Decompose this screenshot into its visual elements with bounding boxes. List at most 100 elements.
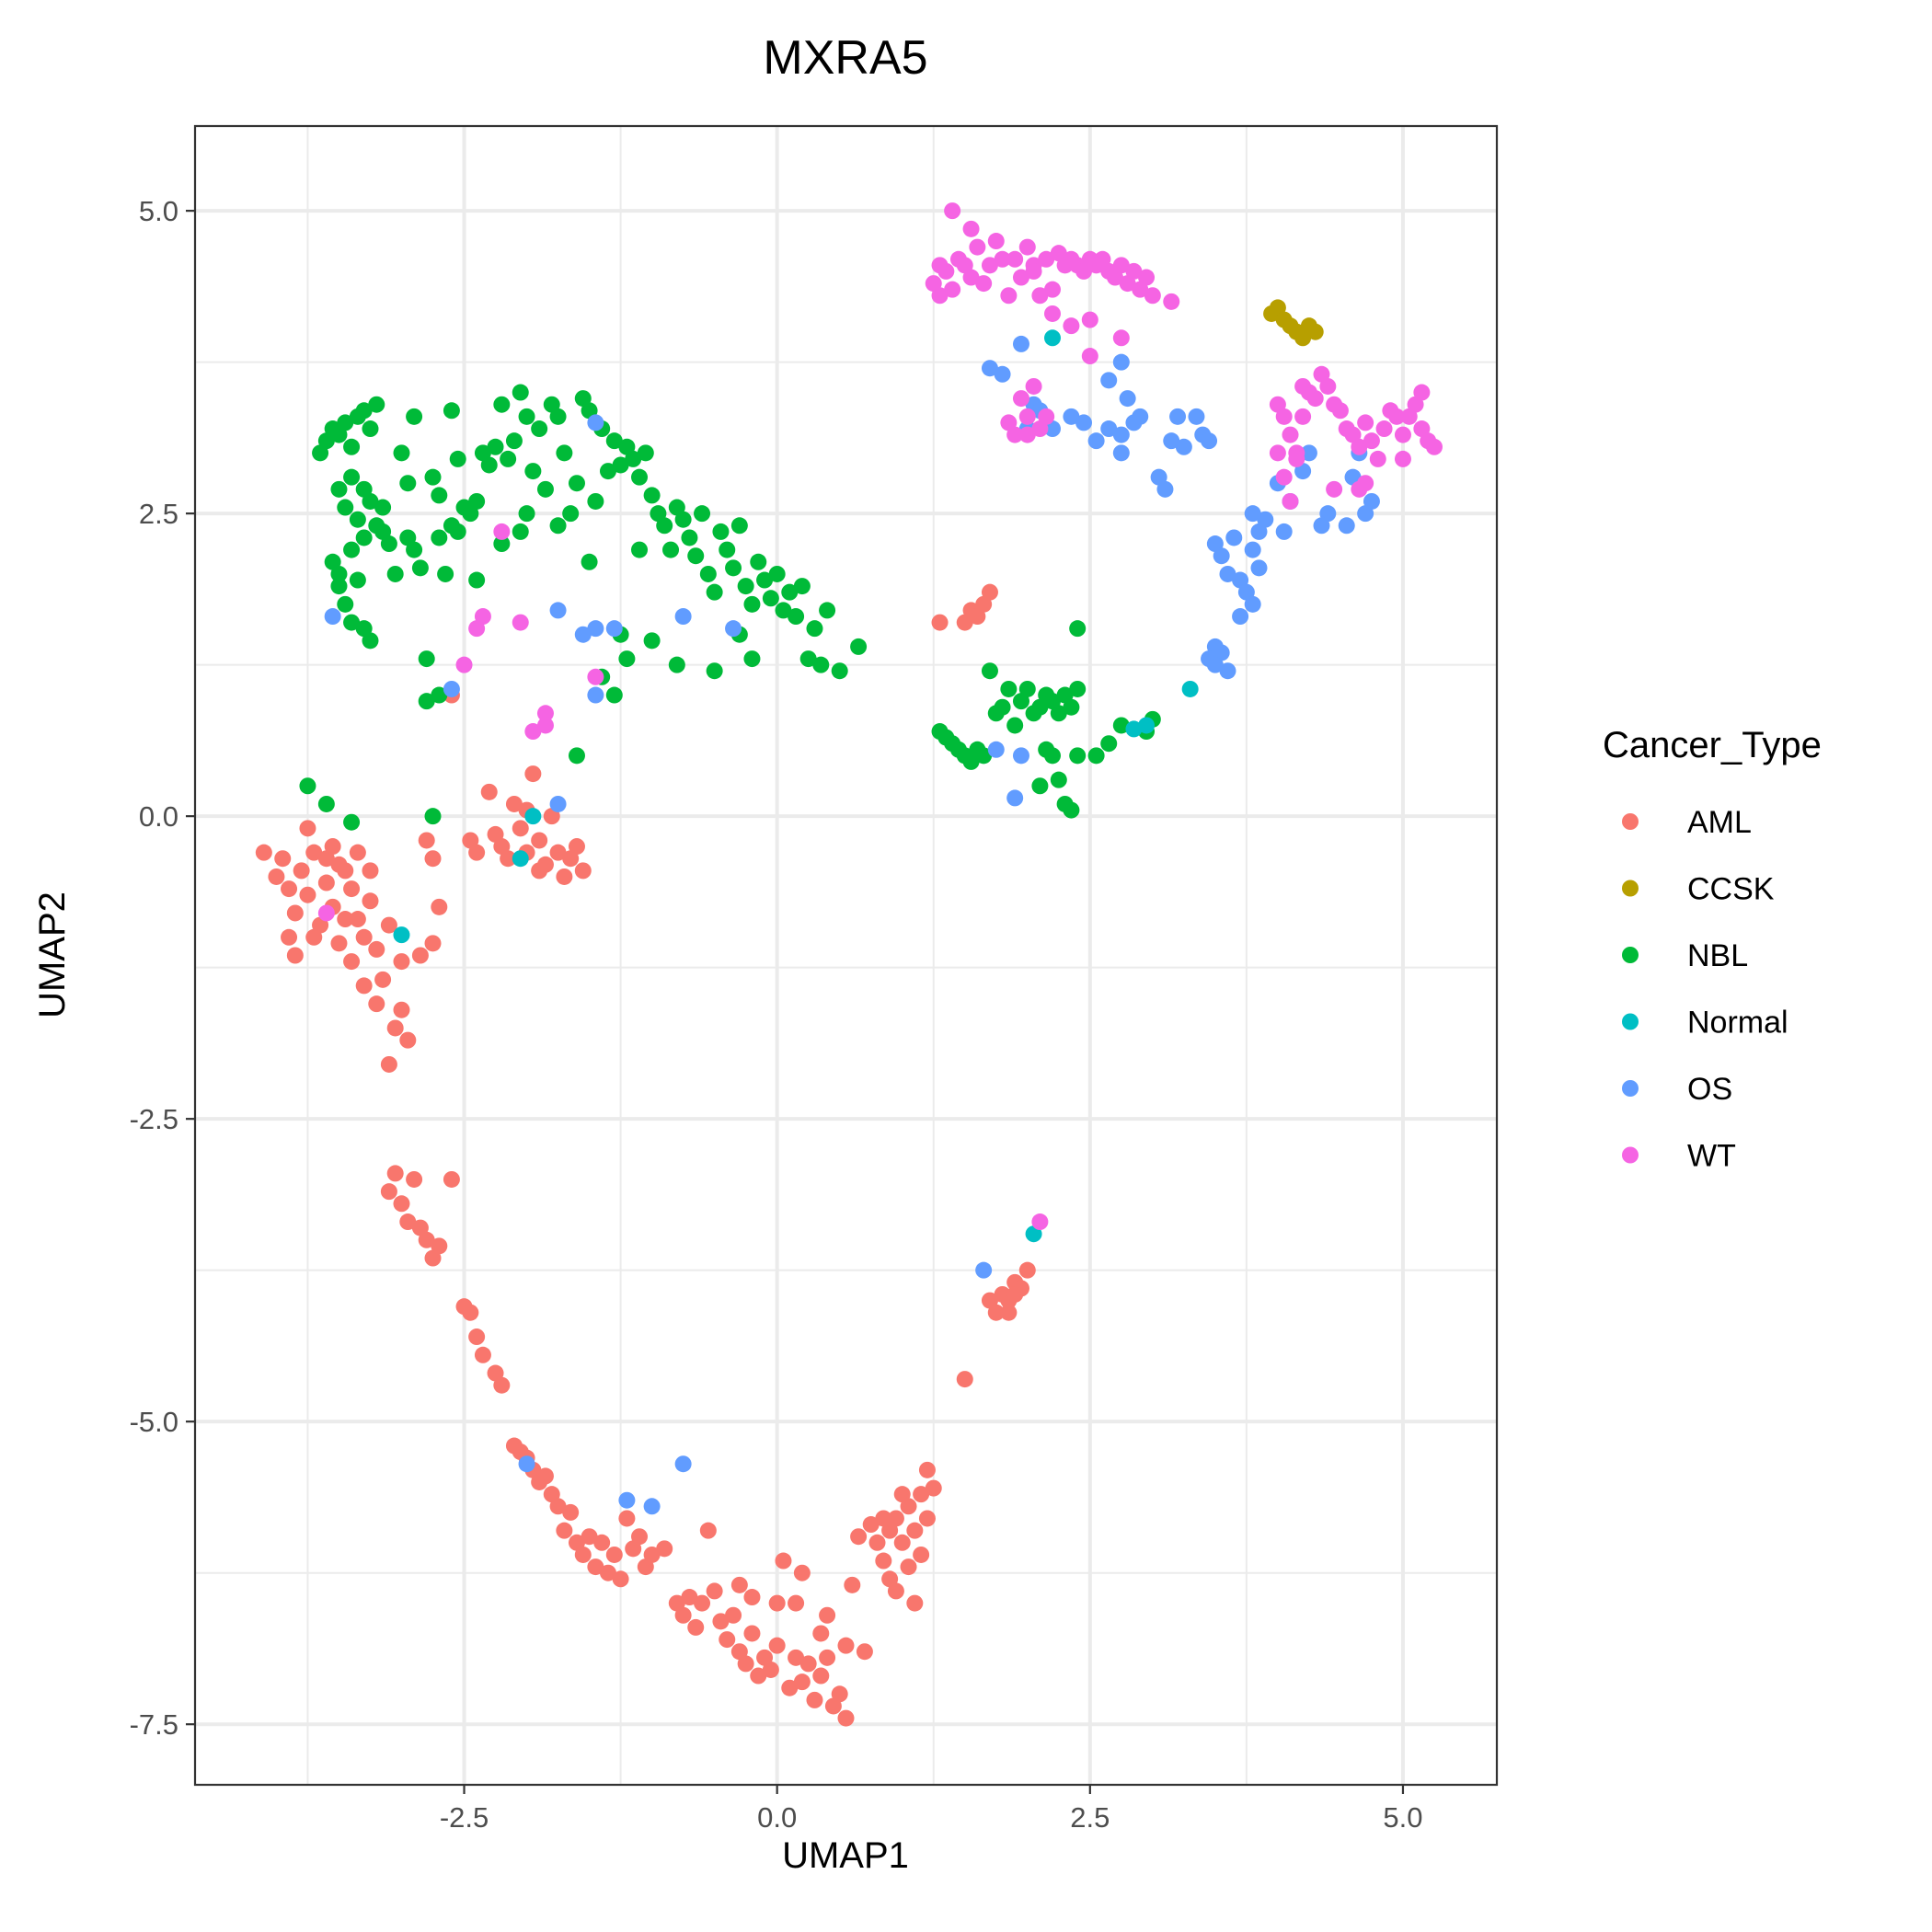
- point-nbl: [1000, 680, 1018, 697]
- point-os: [1087, 432, 1105, 450]
- point-nbl: [386, 565, 404, 582]
- point-wt: [1388, 408, 1406, 425]
- point-nbl: [343, 541, 361, 558]
- point-wt: [1000, 287, 1018, 305]
- point-nbl: [518, 505, 535, 523]
- point-nbl: [643, 632, 661, 650]
- point-aml: [549, 1498, 567, 1515]
- point-aml: [380, 916, 397, 934]
- point-nbl: [362, 632, 379, 650]
- point-wt: [1326, 480, 1343, 498]
- point-nbl: [362, 420, 379, 438]
- point-wt: [524, 723, 542, 741]
- point-aml: [875, 1510, 892, 1527]
- point-aml: [819, 1606, 836, 1624]
- point-os: [324, 608, 341, 626]
- point-nbl: [524, 463, 542, 480]
- point-os: [1100, 420, 1118, 438]
- point-nbl: [756, 571, 774, 589]
- point-aml: [556, 868, 573, 885]
- point-nbl: [699, 565, 717, 582]
- point-aml: [674, 1606, 692, 1624]
- point-os: [1188, 408, 1205, 425]
- point-nbl: [330, 565, 348, 582]
- point-nbl: [380, 535, 397, 553]
- point-os: [587, 686, 604, 704]
- point-os: [987, 741, 1005, 758]
- point-nbl: [743, 650, 761, 668]
- point-nbl: [599, 463, 616, 480]
- point-nbl: [549, 517, 567, 535]
- point-nbl: [793, 578, 811, 595]
- point-wt: [1144, 287, 1161, 305]
- point-os: [1156, 480, 1174, 498]
- point-aml: [706, 1582, 723, 1600]
- point-aml: [612, 1570, 629, 1588]
- point-nbl: [730, 517, 748, 535]
- point-os: [1100, 372, 1118, 389]
- point-aml: [831, 1685, 848, 1703]
- point-aml: [887, 1582, 904, 1600]
- point-wt: [981, 257, 998, 274]
- point-wt: [962, 220, 980, 237]
- point-os: [1219, 565, 1236, 582]
- point-aml: [906, 1522, 924, 1539]
- point-os: [1075, 414, 1093, 431]
- point-os: [518, 1455, 535, 1473]
- point-os: [1006, 789, 1024, 807]
- point-nbl: [418, 650, 435, 668]
- point-nbl: [431, 686, 448, 704]
- point-aml: [536, 1467, 554, 1485]
- point-nbl: [725, 559, 742, 577]
- point-os: [1213, 547, 1230, 565]
- point-os: [605, 620, 623, 638]
- point-wt: [1043, 305, 1061, 322]
- point-wt: [1025, 262, 1042, 280]
- point-aml: [812, 1625, 830, 1642]
- point-aml: [349, 844, 366, 861]
- point-os: [643, 1498, 661, 1515]
- point-nbl: [743, 595, 761, 613]
- point-nbl: [349, 571, 366, 589]
- data-points: [255, 202, 1443, 1727]
- point-nbl: [762, 590, 779, 607]
- point-aml: [349, 911, 366, 928]
- point-aml: [781, 1679, 799, 1696]
- point-nbl: [449, 450, 466, 467]
- point-aml: [393, 1195, 410, 1213]
- point-aml: [812, 1667, 830, 1685]
- point-aml: [862, 1516, 880, 1534]
- legend-key-os: [1622, 1080, 1639, 1097]
- point-nbl: [549, 408, 567, 425]
- point-aml: [474, 1346, 491, 1363]
- point-nbl: [605, 686, 623, 704]
- point-nbl: [1069, 620, 1087, 638]
- point-os: [1063, 408, 1080, 425]
- legend-key-aml: [1622, 813, 1639, 830]
- x-tick-label: 0.0: [757, 1801, 797, 1834]
- point-nbl: [468, 492, 486, 510]
- point-wt: [1294, 377, 1312, 395]
- point-nbl: [618, 650, 636, 668]
- point-aml: [480, 783, 498, 800]
- legend-key-ccsk: [1622, 880, 1639, 897]
- point-wt: [536, 717, 554, 734]
- point-nbl: [399, 475, 417, 492]
- point-nbl: [788, 608, 805, 626]
- point-wt: [1043, 281, 1061, 298]
- point-nbl: [505, 432, 523, 450]
- point-aml: [362, 862, 379, 880]
- point-os: [975, 1261, 993, 1279]
- point-aml: [281, 880, 298, 898]
- point-wt: [975, 275, 993, 293]
- point-aml: [875, 1552, 892, 1570]
- point-aml: [487, 825, 504, 843]
- point-nbl: [1018, 680, 1036, 697]
- point-nbl: [706, 583, 723, 601]
- point-wt: [1375, 420, 1393, 438]
- point-aml: [512, 820, 529, 837]
- point-aml: [255, 844, 272, 861]
- point-aml: [330, 935, 348, 952]
- point-normal: [1125, 720, 1143, 738]
- point-os: [994, 365, 1011, 383]
